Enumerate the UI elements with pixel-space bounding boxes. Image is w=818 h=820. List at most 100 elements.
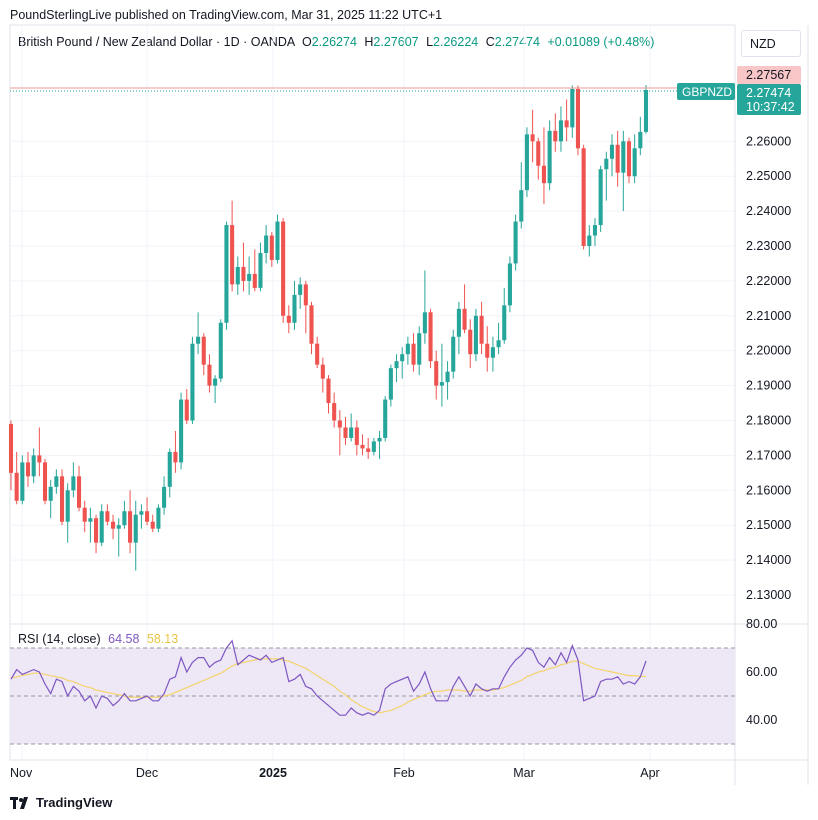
candle-body [439, 382, 444, 386]
open-label: O [301, 35, 312, 49]
price-tick-label: 2.21000 [746, 309, 791, 323]
candle-body [190, 343, 195, 421]
candle-body [196, 336, 201, 344]
price-tick-label: 2.24000 [746, 204, 791, 218]
candle-body [541, 165, 546, 184]
publisher-caption: PoundSterlingLive published on TradingVi… [10, 8, 443, 22]
candle-body [207, 364, 212, 386]
candle-body [275, 221, 280, 260]
candle-body [371, 441, 376, 452]
price-tick-label: 2.26000 [746, 134, 791, 148]
candle-body [332, 403, 337, 421]
candle-body [139, 511, 144, 515]
high-price-tag [737, 66, 801, 84]
candle-body [213, 378, 218, 386]
price-tick-label: 2.20000 [746, 344, 791, 358]
rsi-value: 64.58 [108, 632, 140, 646]
price-tick-label: 2.18000 [746, 414, 791, 428]
rsi-legend: RSI (14, close) 64.58 58.13 [18, 632, 178, 646]
time-axis[interactable]: Nov Dec 2025 Feb Mar Apr [10, 766, 660, 780]
candle-body [184, 399, 189, 421]
candle-body [587, 235, 592, 246]
candle-body [519, 190, 524, 222]
candle-body [8, 423, 14, 473]
candle-body [383, 399, 388, 438]
time-tick-label: Apr [640, 766, 659, 780]
candle-body [326, 378, 331, 404]
candle-body [411, 343, 416, 365]
candle-body [632, 148, 637, 177]
low-value: 2.26224 [433, 35, 479, 49]
candle-body [507, 263, 512, 306]
candle-body [218, 322, 223, 379]
candle-body [638, 131, 643, 149]
candle-body [485, 343, 490, 358]
candle-body [570, 88, 575, 128]
candle-body [145, 511, 150, 522]
candle-body [20, 462, 25, 501]
candle-body [456, 308, 461, 337]
rsi-tick-label: 40.00 [746, 713, 777, 727]
candle-body [37, 455, 42, 463]
time-tick-label: 2025 [259, 766, 287, 780]
candle-body [76, 476, 82, 508]
candle-body [598, 169, 603, 226]
candle-body [547, 130, 552, 184]
candle-body [592, 225, 598, 236]
candle-body [337, 420, 342, 428]
candle-body [286, 315, 291, 323]
price-tick-label: 2.25000 [746, 169, 791, 183]
rsi-ma-value: 58.13 [146, 632, 179, 646]
candle-body [473, 315, 478, 355]
candles-group [8, 85, 649, 571]
candle-body [490, 347, 495, 358]
candle-body [94, 518, 99, 543]
tradingview-brand: TradingView [36, 795, 113, 810]
ticker-text: GBPNZD [682, 85, 732, 99]
symbol-name: British Pound / New Zealand Dollar · 1D … [18, 35, 295, 49]
candle-body [417, 333, 422, 365]
time-tick-label: Mar [513, 766, 535, 780]
time-tick-label: Nov [10, 766, 33, 780]
price-tick-label: 2.15000 [746, 518, 791, 532]
high-value: 2.27607 [373, 35, 419, 49]
candle-body [128, 511, 133, 543]
price-tick-label: 2.16000 [746, 483, 791, 497]
candle-body [405, 343, 410, 355]
candle-body [564, 120, 569, 128]
candle-body [59, 476, 65, 522]
candle-body [388, 368, 393, 400]
candle-body [445, 371, 450, 383]
last-price-text: 2.27474 [746, 86, 791, 100]
candle-body [258, 252, 263, 288]
candle-body [320, 364, 325, 379]
candle-body [269, 235, 274, 260]
open-value: 2.26274 [311, 35, 357, 49]
close-label: C [485, 35, 495, 49]
candle-body [54, 476, 59, 487]
candle-body [156, 507, 161, 529]
candle-body [88, 518, 93, 522]
candle-body [241, 266, 246, 281]
candle-body [162, 486, 167, 508]
time-tick-label: Feb [393, 766, 415, 780]
price-tick-label: 2.17000 [746, 448, 791, 462]
candle-body [502, 305, 507, 341]
price-axis[interactable]: 2.13000 2.14000 2.15000 2.16000 2.17000 2.180… [746, 134, 791, 602]
candle-body [496, 340, 501, 348]
candle-body [626, 141, 632, 177]
price-tick-label: 2.19000 [746, 379, 791, 393]
currency-button[interactable]: NZD [741, 30, 801, 57]
rsi-ma-line [10, 658, 647, 714]
rsi-tick-label: 60.00 [746, 665, 777, 679]
candle-body [252, 273, 257, 288]
candle-body [360, 444, 365, 449]
candle-body [309, 305, 314, 344]
tradingview-logo[interactable]: TradingView [10, 795, 112, 810]
high-price-text: 2.27567 [746, 68, 791, 82]
candle-body [468, 329, 473, 355]
candle-body [224, 225, 229, 323]
candle-body [621, 141, 626, 173]
chart-grid [9, 24, 809, 785]
